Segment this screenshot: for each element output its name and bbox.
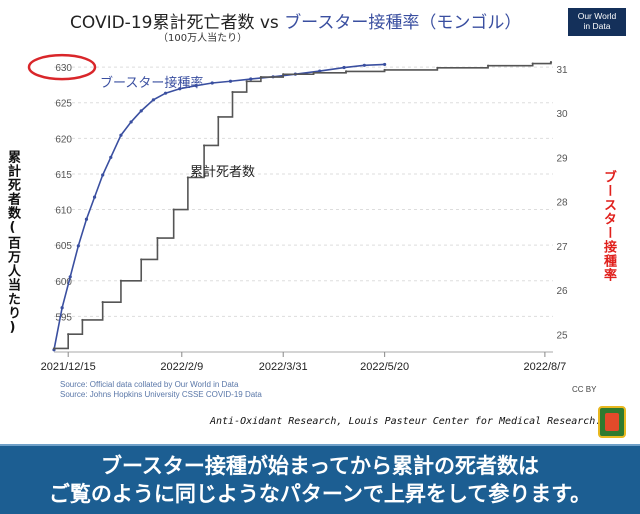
data-point-booster [163, 91, 168, 95]
y-right-tick-label: 30 [556, 109, 568, 120]
data-point-booster [109, 155, 113, 159]
data-point-booster [342, 65, 346, 70]
data-point-booster [101, 173, 105, 177]
series-line-deaths [54, 62, 552, 350]
organization-emblem-icon [598, 406, 626, 438]
y-left-tick-label: 610 [55, 206, 72, 217]
caption-line-2: ご覧のように同じようなパターンで上昇をして参ります。 [48, 482, 592, 506]
data-point-deaths [156, 236, 159, 240]
data-point-deaths [549, 61, 553, 64]
data-point-deaths [231, 90, 234, 94]
y-right-tick-label: 25 [556, 330, 568, 341]
y-left-tick-label: 595 [55, 312, 72, 323]
y-left-tick-label: 600 [55, 277, 72, 288]
data-point-booster [76, 244, 80, 248]
x-tick-label: 2022/8/7 [523, 361, 566, 373]
data-point-deaths [486, 64, 490, 67]
x-tick-label: 2022/3/31 [259, 361, 308, 373]
y-left-tick-label: 625 [55, 99, 72, 110]
data-point-deaths [312, 71, 315, 74]
chart-subtitle: （100万人当たり） [158, 33, 248, 44]
source-note-official: Source: Official data collated by Our Wo… [60, 380, 239, 389]
data-point-booster [362, 63, 366, 67]
data-point-deaths [245, 80, 248, 83]
y-left-tick-label: 615 [55, 170, 72, 181]
y-right-tick-label: 26 [556, 286, 568, 297]
y-right-tick-label: 29 [556, 153, 568, 164]
data-point-deaths [217, 115, 220, 119]
data-point-booster [178, 87, 182, 91]
data-point-deaths [531, 62, 534, 65]
owid-logo: Our World in Data [568, 8, 626, 36]
data-point-booster [194, 84, 198, 88]
series-label-deaths: 累計死者数 [190, 164, 255, 180]
data-point-booster [60, 306, 64, 310]
y-right-tick-label: 28 [556, 198, 568, 209]
y-left-tick-label: 620 [55, 134, 72, 145]
data-point-deaths [101, 301, 104, 304]
data-point-deaths [140, 258, 143, 261]
x-tick-label: 2021/12/15 [41, 361, 96, 373]
x-tick-label: 2022/2/9 [160, 361, 203, 373]
y-right-tick-label: 31 [556, 65, 568, 76]
data-point-booster [68, 275, 72, 279]
data-point-deaths [81, 318, 84, 322]
data-point-booster [139, 109, 143, 113]
caption-line-1: ブースター接種が始まってから累計の死者数は [100, 454, 540, 478]
data-point-booster [210, 81, 214, 85]
right-axis-label: ブースター接種率 [601, 170, 616, 282]
x-tick-label: 2022/5/20 [360, 361, 409, 373]
data-point-booster [383, 62, 387, 67]
data-point-booster [228, 79, 233, 83]
data-point-booster [119, 133, 123, 137]
data-point-deaths [119, 279, 123, 282]
highlight-ellipse [27, 53, 97, 81]
series-label-booster: ブースター接種率 [100, 75, 203, 91]
data-point-deaths [52, 347, 56, 350]
data-point-deaths [186, 176, 189, 179]
data-point-deaths [172, 208, 175, 211]
data-point-booster [151, 98, 155, 102]
y-left-tick-label: 630 [55, 63, 72, 74]
left-axis-label: 累計死者数(百万人当たり) [5, 150, 20, 336]
data-point-deaths [436, 66, 439, 69]
caption-banner: ブースター接種が始まってから累計の死者数は ご覧のように同じようなパターンで上昇… [0, 444, 640, 514]
data-point-booster [92, 195, 97, 199]
y-right-tick-label: 27 [556, 242, 568, 253]
data-point-deaths [67, 333, 70, 336]
data-point-booster [249, 77, 253, 81]
data-point-booster [129, 120, 133, 124]
credit-line: Anti-Oxidant Research, Louis Pasteur Cen… [210, 416, 602, 427]
data-point-booster [84, 217, 89, 221]
data-point-deaths [383, 68, 386, 72]
data-point-deaths [259, 75, 263, 79]
chart-title: COVID-19累計死亡者数 vs ブースター接種率（モンゴル） [70, 13, 522, 33]
data-point-deaths [203, 144, 206, 147]
data-point-deaths [282, 73, 285, 76]
series-line-booster [53, 63, 385, 350]
y-left-tick-label: 605 [55, 241, 72, 252]
data-point-booster [318, 69, 322, 73]
source-note-jhu: Source: Johns Hopkins University CSSE CO… [60, 390, 262, 399]
data-point-deaths [344, 70, 348, 73]
license-label: CC BY [572, 385, 597, 394]
